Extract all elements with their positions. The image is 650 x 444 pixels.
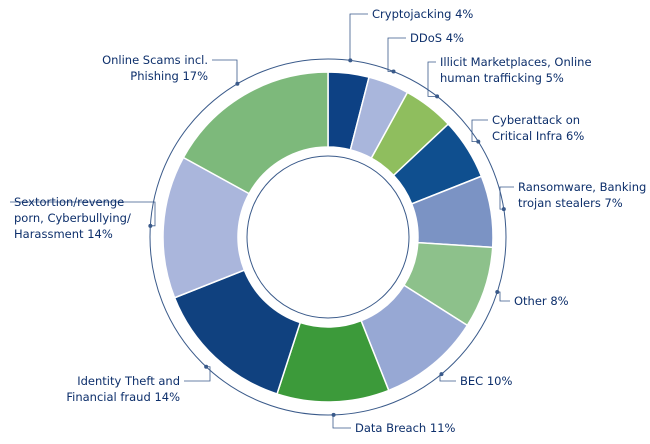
value-label: 8% [550,294,568,308]
leader-dot [148,223,153,228]
label-name: Cryptojacking [372,7,451,21]
value-label: 5% [546,71,564,85]
label-name: Other [514,294,547,308]
segment-label: Financial fraud 14% [66,390,180,404]
leader-dot [439,372,444,377]
label-name: BEC [460,374,483,388]
segment-label: Cyberattack on [492,113,580,127]
value-label: 10% [487,374,513,388]
leader-dot [495,290,500,295]
label-name: Online Scams incl. [102,53,208,67]
segment-label: BEC 10% [460,374,512,388]
label-name: trojan stealers [518,196,601,210]
segment-label: Phishing 17% [130,69,208,83]
segment-label: Data Breach 11% [355,421,456,435]
segment-label: Online Scams incl. [102,53,208,67]
leader-dot [331,412,336,417]
label-name: Identity Theft and [77,374,180,388]
leader-line [332,414,351,429]
label-name: human trafficking [440,71,542,85]
value-label: 17% [182,69,208,83]
leader-line [427,61,438,97]
segment-label: trojan stealers 7% [518,196,623,210]
value-label: 7% [604,196,622,210]
value-label: 6% [566,129,584,143]
leader-line [349,13,368,61]
label-name: Sextortion/revenge [14,195,124,209]
segment-label: DDoS 4% [410,31,464,45]
leader-line [10,201,156,227]
leader-line [497,291,510,302]
leader-dot [435,94,440,99]
label-name: Harassment [14,227,84,241]
label-name: Cyberattack on [492,113,580,127]
inner-ring [246,155,410,319]
leader-line [212,59,238,85]
donut-segment [182,71,329,195]
leader-dot [476,139,481,144]
leader-line [471,119,488,143]
segment-label: Other 8% [514,294,569,308]
leader-line [387,37,406,72]
segment-label: Sextortion/revenge [14,195,124,209]
segment-label: porn, Cyberbullying/ [14,211,131,225]
leader-dot [204,364,209,369]
value-label: 14% [154,390,180,404]
leader-dot [235,81,240,86]
leader-line [184,366,211,382]
segment-label: Harassment 14% [14,227,113,241]
value-label: 4% [446,31,464,45]
leader-dot [348,58,353,63]
value-label: 11% [430,421,456,435]
value-label: 4% [455,7,473,21]
label-name: porn, Cyberbullying/ [14,211,131,225]
segment-label: Critical Infra 6% [492,129,584,143]
label-name: Financial fraud [66,390,150,404]
segment-label: Illicit Marketplaces, Online [440,55,592,69]
segment-label: Identity Theft and [77,374,180,388]
value-label: 14% [87,227,113,241]
label-name: Critical Infra [492,129,562,143]
segment-label: human trafficking 5% [440,71,564,85]
segment-label: Cryptojacking 4% [372,7,473,21]
outer-ring [149,58,507,416]
label-name: Data Breach [355,421,426,435]
leader-dot [501,207,506,212]
segment-label: Ransomware, Banking [518,180,646,194]
leader-dot [391,69,396,74]
label-name: Ransomware, Banking [518,180,646,194]
label-name: DDoS [410,31,442,45]
label-name: Illicit Marketplaces, Online [440,55,592,69]
label-name: Phishing [130,69,178,83]
